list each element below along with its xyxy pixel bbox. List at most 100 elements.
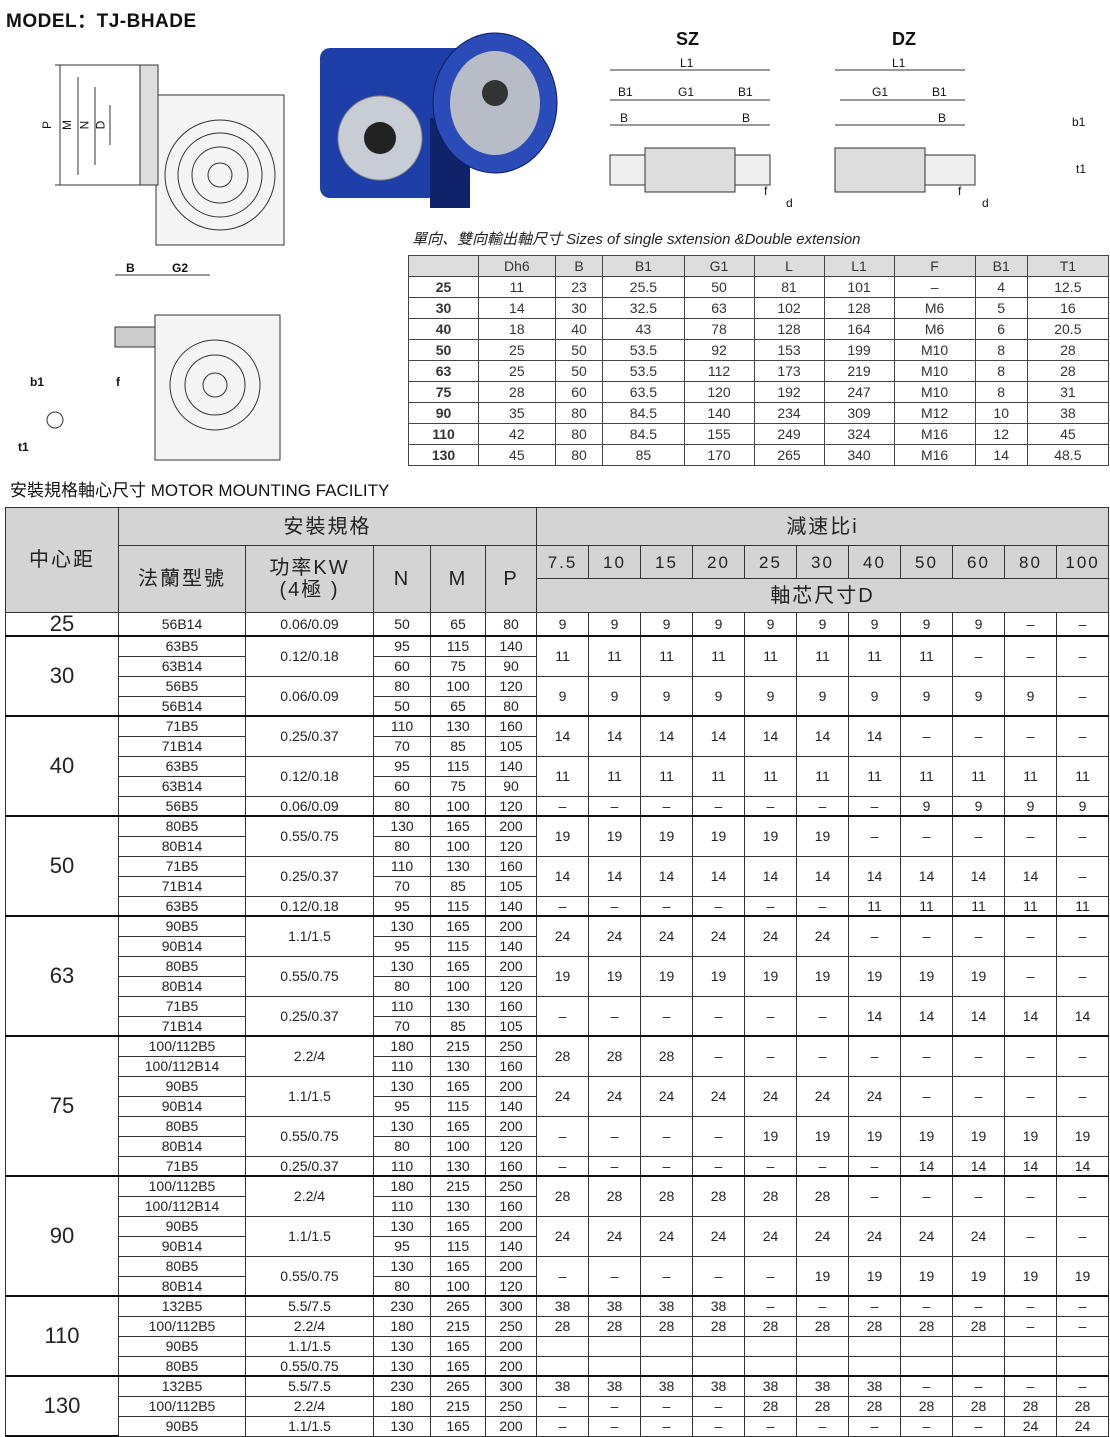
front-view-drawing <box>55 64 285 246</box>
shaft-d-value: 19 <box>692 815 746 857</box>
shaft-d-value: – <box>796 1415 850 1437</box>
n-value: 180 <box>373 1175 431 1197</box>
p-value: 200 <box>484 1255 538 1277</box>
flange-type: 80B14 <box>118 835 246 857</box>
shaft-extension-drawing <box>609 69 976 193</box>
n-value: 230 <box>373 1295 431 1317</box>
flange-type: 63B5 <box>118 895 246 917</box>
flange-type: 56B5 <box>118 675 246 697</box>
shaft-d-value: – <box>1004 635 1058 677</box>
shaft-d-value: 9 <box>1004 675 1058 717</box>
flange-type: 80B5 <box>118 815 246 837</box>
sz-d: d <box>786 196 793 210</box>
p-value: 160 <box>484 1195 538 1217</box>
shaft-d-value: 11 <box>1056 895 1110 917</box>
spec-cell: 63.5 <box>602 381 685 403</box>
flange-type: 56B14 <box>118 695 246 717</box>
shaft-d-value: 14 <box>1004 855 1058 897</box>
shaft-d-value: 28 <box>1056 1395 1110 1417</box>
m-value: 75 <box>430 775 486 797</box>
p-value: 160 <box>484 715 538 737</box>
shaft-d-value: – <box>952 915 1006 957</box>
shaft-d-value: – <box>848 795 902 817</box>
shaft-d-value: 11 <box>744 635 798 677</box>
p-value: 140 <box>484 635 538 657</box>
flange-type: 63B14 <box>118 655 246 677</box>
flange-type: 80B14 <box>118 975 246 997</box>
n-value: 180 <box>373 1035 431 1057</box>
power-kw: 0.25/0.37 <box>245 855 374 897</box>
power-kw: 0.55/0.75 <box>245 955 374 997</box>
dz-d: d <box>982 196 989 210</box>
n-value: 230 <box>373 1375 431 1397</box>
spec-row: 63 25 50 53.5 112 173 219 M10 8 28 <box>408 360 1110 382</box>
p-value: 80 <box>484 695 538 717</box>
n-value: 130 <box>373 1415 431 1437</box>
m-value: 215 <box>430 1395 486 1417</box>
spec-cell: 28 <box>1026 339 1110 361</box>
m-value: 165 <box>430 915 486 937</box>
center-distance: 90 <box>5 1175 119 1297</box>
shaft-d-value: 38 <box>692 1295 746 1317</box>
m-value: 265 <box>430 1295 486 1317</box>
shaft-d-value: – <box>796 1155 850 1177</box>
n-value: 80 <box>373 835 431 857</box>
shaft-d-value: 14 <box>900 1155 954 1177</box>
n-value: 110 <box>373 1055 431 1077</box>
motor-mounting-table: 中心距 安裝規格 減速比i 法蘭型號 功率KW (4極 ) N M P 7.5 10 15 20 25… <box>5 507 1110 1437</box>
spec-cell: 265 <box>753 444 825 466</box>
n-value: 80 <box>373 1275 431 1297</box>
flange-type: 90B5 <box>118 1335 246 1357</box>
n-value: 110 <box>373 1195 431 1217</box>
p-value: 200 <box>484 1335 538 1357</box>
n-value: 70 <box>373 1015 431 1037</box>
p-value: 120 <box>484 1135 538 1157</box>
center-distance: 130 <box>5 1375 119 1437</box>
shaft-d-value: 28 <box>692 1315 746 1337</box>
n-value: 70 <box>373 875 431 897</box>
flange-type: 80B14 <box>118 1275 246 1297</box>
dz-g1: G1 <box>872 85 889 99</box>
shaft-d-value: 19 <box>536 815 590 857</box>
table-row: 80B5 0.55/0.75 130 165 200– – – –19 19 19 19 19 19 19 <box>6 1115 1110 1157</box>
side-view-drawing <box>46 274 281 461</box>
spec-size: 40 <box>408 318 479 340</box>
shaft-d-value <box>692 1355 746 1377</box>
header-ratio: 減速比i <box>536 507 1110 546</box>
dz-f: f <box>958 184 962 198</box>
shaft-d-value: 11 <box>692 635 746 677</box>
shaft-d-value <box>796 1335 850 1357</box>
ratio-header: 30 <box>796 545 850 579</box>
shaft-d-value: 24 <box>588 915 642 957</box>
m-value: 85 <box>430 875 486 897</box>
m-value: 100 <box>430 1275 486 1297</box>
header-p: P <box>484 545 538 613</box>
shaft-d-value: – <box>536 995 590 1037</box>
flange-type: 90B14 <box>118 1235 246 1257</box>
shaft-d-value: 11 <box>796 755 850 797</box>
shaft-d-value: – <box>1004 1075 1058 1117</box>
p-value: 250 <box>484 1315 538 1337</box>
shaft-d-value: 14 <box>900 995 954 1037</box>
power-kw: 0.55/0.75 <box>245 1255 374 1297</box>
shaft-d-value: 19 <box>640 955 694 997</box>
shaft-d-value: – <box>900 915 954 957</box>
m-value: 100 <box>430 975 486 997</box>
shaft-d-value <box>536 1355 590 1377</box>
shaft-d-value: – <box>1056 1075 1110 1117</box>
spec-row: 90 35 80 84.5 140 234 309 M12 10 38 <box>408 402 1110 424</box>
header-install-spec: 安裝規格 <box>117 507 538 546</box>
spec-cell: 170 <box>683 444 755 466</box>
center-distance: 40 <box>5 715 119 817</box>
shaft-d-value: – <box>1056 675 1110 717</box>
shaft-d-value: 11 <box>1004 755 1058 797</box>
shaft-d-value: 14 <box>952 855 1006 897</box>
m-value: 165 <box>430 1075 486 1097</box>
power-kw: 1.1/1.5 <box>245 1415 374 1437</box>
spec-cell: 120 <box>683 381 755 403</box>
shaft-d-value: – <box>952 1295 1006 1317</box>
shaft-d-value: 38 <box>536 1295 590 1317</box>
shaft-d-value: 24 <box>952 1215 1006 1257</box>
shaft-d-value: 9 <box>952 675 1006 717</box>
spec-cell: M10 <box>893 381 976 403</box>
